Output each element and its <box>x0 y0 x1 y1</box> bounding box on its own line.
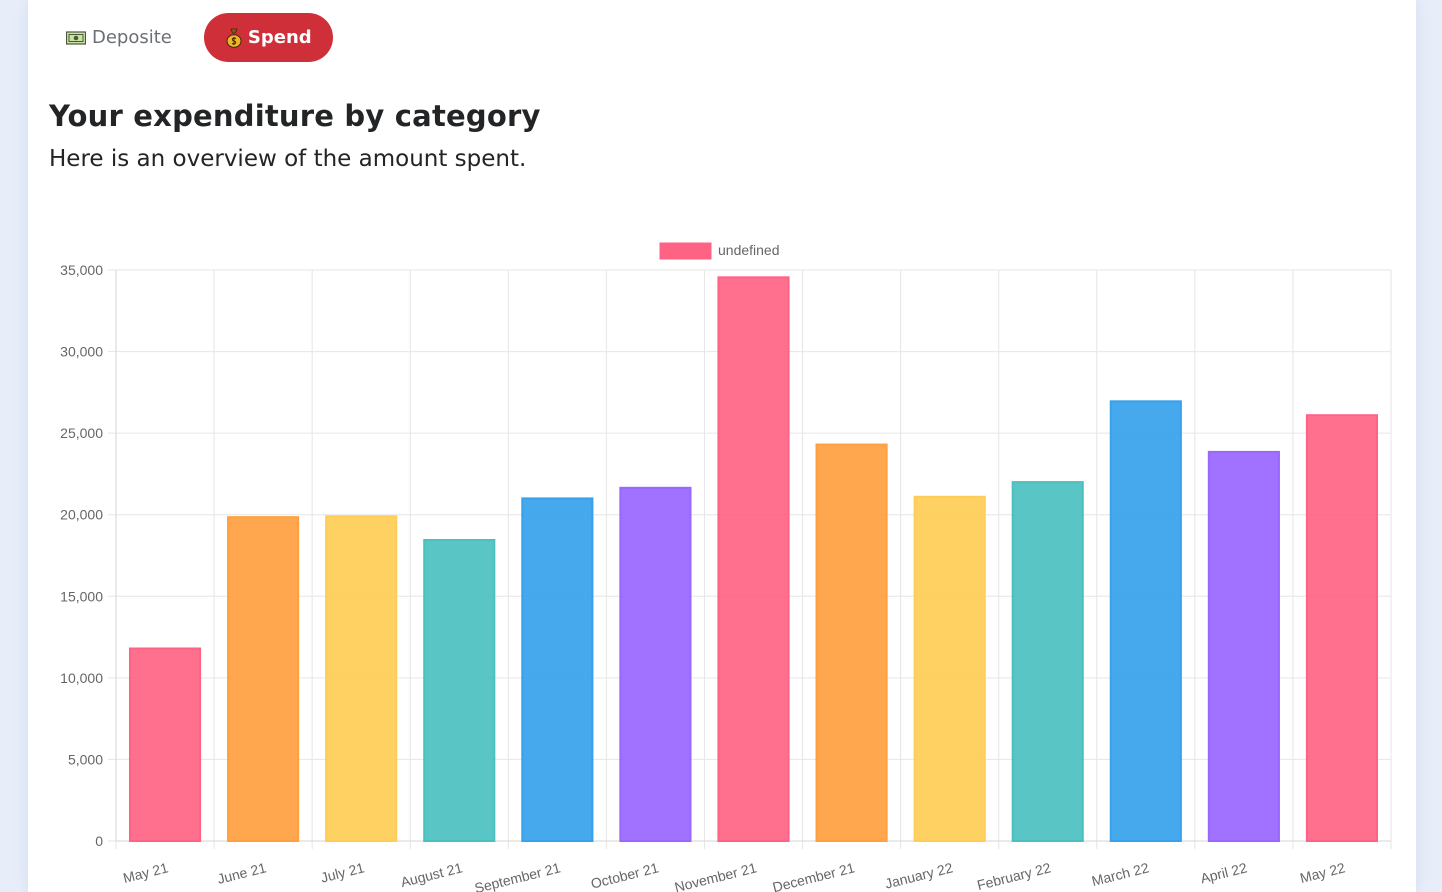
x-tick-label: October 21 <box>589 859 660 891</box>
bar-october-21 <box>619 486 692 842</box>
bar-may-21 <box>128 647 202 843</box>
x-tick-label: January 22 <box>883 859 954 891</box>
x-tick-label: August 21 <box>399 859 464 890</box>
x-tick-label: February 22 <box>975 859 1052 892</box>
bar-april-22 <box>1207 450 1280 842</box>
y-tick-label: 35,000 <box>60 262 103 278</box>
x-tick-label: December 21 <box>771 859 857 892</box>
page-subtitle: Here is an overview of the amount spent. <box>49 146 527 172</box>
money-icon <box>65 30 87 45</box>
bar-august-21 <box>423 539 496 842</box>
x-tick-label: September 21 <box>473 859 562 892</box>
tab-bar: Deposite Spend <box>56 13 333 62</box>
bar-september-21 <box>521 497 594 842</box>
x-tick-label: May 21 <box>121 859 170 886</box>
legend-label: undefined <box>718 242 780 258</box>
legend-swatch <box>659 242 712 260</box>
tab-deposite-label: Deposite <box>92 27 172 48</box>
x-tick-label: July 21 <box>319 859 366 885</box>
bar-january-22 <box>913 495 986 842</box>
x-tick-label: March 22 <box>1090 859 1151 889</box>
y-tick-label: 0 <box>95 833 103 849</box>
bar-november-21 <box>717 276 790 842</box>
x-tick-label: June 21 <box>216 859 268 887</box>
tab-spend[interactable]: Spend <box>203 13 333 62</box>
money-bag-icon <box>226 28 242 48</box>
y-tick-label: 5,000 <box>68 751 103 767</box>
page-title: Your expenditure by category <box>49 99 541 133</box>
y-tick-label: 20,000 <box>60 507 103 523</box>
bar-december-21 <box>815 443 888 842</box>
bar-june-21 <box>227 516 300 842</box>
x-tick-label: April 22 <box>1199 859 1249 886</box>
x-tick-label: May 22 <box>1298 859 1347 886</box>
y-tick-label: 25,000 <box>60 425 103 441</box>
bar-february-22 <box>1011 481 1084 842</box>
bar-march-22 <box>1109 400 1182 842</box>
x-tick-label: November 21 <box>673 859 759 892</box>
bar-may-22 <box>1305 414 1379 842</box>
bar-july-21 <box>325 515 398 842</box>
y-tick-label: 30,000 <box>60 344 103 360</box>
spending-card: Deposite Spend Your expenditure by categ… <box>28 0 1416 892</box>
tab-spend-label: Spend <box>247 27 312 48</box>
tab-deposite[interactable]: Deposite <box>56 13 192 62</box>
y-tick-label: 15,000 <box>60 588 103 604</box>
y-tick-label: 10,000 <box>60 670 103 686</box>
